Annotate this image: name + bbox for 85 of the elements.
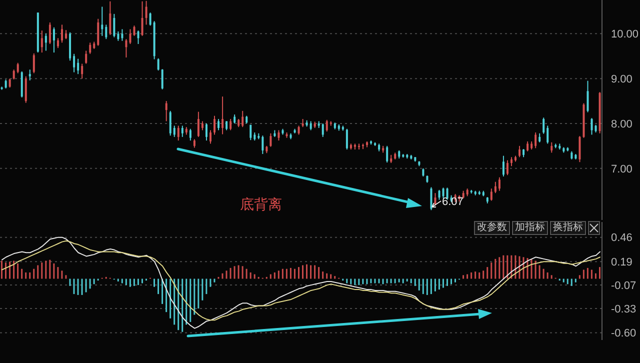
candlestick — [494, 181, 496, 194]
candlestick — [56, 38, 59, 49]
candlestick — [205, 122, 208, 142]
candlestick — [502, 155, 504, 177]
y-tick-label: 9.00 — [611, 73, 632, 86]
candlestick — [214, 115, 216, 136]
candlestick — [73, 53, 76, 73]
candlestick — [149, 12, 152, 26]
candlestick — [81, 63, 84, 80]
candlestick — [346, 128, 348, 150]
candlestick — [165, 100, 168, 122]
candlestick — [61, 24, 64, 44]
candlestick — [442, 187, 444, 199]
candlestick — [121, 28, 124, 42]
candlestick — [117, 30, 120, 42]
candlestick — [550, 142, 553, 154]
annotation: 换指标 — [550, 221, 586, 235]
y-tick-label: -0.33 — [611, 303, 636, 316]
y-tick-label: 10.00 — [611, 28, 639, 41]
candlestick — [590, 118, 593, 136]
candlestick — [230, 118, 232, 131]
candlestick — [578, 136, 581, 163]
candlestick — [44, 33, 47, 52]
y-tick-label: 0.46 — [611, 232, 632, 244]
candlestick — [12, 69, 15, 80]
candlestick — [498, 176, 500, 192]
candlestick — [181, 125, 184, 138]
candlestick — [250, 124, 252, 141]
candlestick — [105, 24, 108, 40]
candlestick — [386, 145, 388, 164]
y-tick-label: -0.07 — [611, 280, 636, 292]
candlestick — [242, 110, 244, 128]
candlestick — [209, 130, 212, 144]
candlestick — [157, 58, 160, 71]
annotation: 加指标 — [512, 221, 548, 235]
candlestick — [32, 52, 35, 74]
candlestick — [24, 76, 27, 104]
candlestick — [506, 160, 508, 176]
candlestick — [197, 111, 200, 138]
annotation: 6.07 — [442, 196, 464, 208]
candlestick — [169, 110, 172, 136]
annotation: 底背离 — [240, 196, 282, 214]
candlestick — [16, 62, 19, 74]
candlestick — [534, 132, 537, 149]
candlestick — [113, 13, 116, 38]
candlestick — [518, 145, 521, 158]
candlestick — [438, 189, 440, 200]
candlestick — [218, 118, 220, 131]
candlestick — [326, 119, 328, 132]
candlestick — [177, 125, 180, 142]
y-tick-label: 7.00 — [611, 163, 632, 176]
candlestick — [137, 30, 140, 44]
candlestick — [97, 18, 100, 46]
candlestick — [85, 50, 88, 64]
candlestick — [546, 125, 549, 144]
candlestick — [526, 140, 529, 152]
candlestick — [109, 0, 112, 36]
candlestick — [490, 188, 492, 202]
candlestick — [542, 117, 545, 134]
candlestick — [40, 30, 43, 54]
candlestick — [52, 26, 55, 54]
candlestick — [161, 68, 164, 90]
candlestick — [101, 6, 104, 36]
candlestick — [278, 130, 280, 142]
candlestick — [129, 28, 132, 44]
candlestick — [430, 186, 432, 211]
candlestick — [586, 80, 589, 113]
y-tick-label: -0.60 — [611, 328, 636, 340]
candlestick — [222, 96, 224, 135]
candlestick — [28, 69, 31, 81]
candlestick — [189, 128, 192, 142]
candlestick — [48, 22, 51, 44]
candlestick — [77, 58, 80, 75]
candlestick — [173, 125, 176, 138]
candlestick — [125, 38, 128, 58]
candlestick — [262, 135, 264, 154]
candlestick — [141, 0, 144, 36]
candlestick — [322, 122, 324, 138]
candlestick — [89, 42, 92, 54]
candlestick — [145, 0, 148, 26]
annotation: 改参数 — [474, 221, 510, 235]
y-tick-label: 0.19 — [611, 256, 632, 269]
candlestick — [270, 132, 272, 148]
candlestick — [133, 25, 136, 36]
y-tick-label: 8.00 — [611, 118, 632, 130]
